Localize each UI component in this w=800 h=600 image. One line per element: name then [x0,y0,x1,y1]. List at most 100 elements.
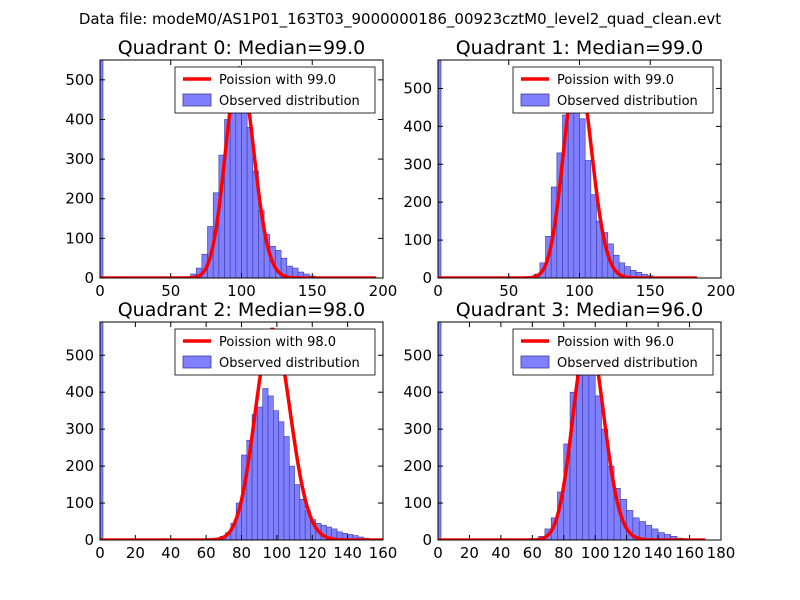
x-tick-label: 0 [95,544,105,562]
x-tick-label: 20 [460,544,479,562]
y-tick-label: 400 [403,383,432,401]
y-tick-label: 300 [65,420,94,438]
y-tick-label: 500 [65,346,94,364]
histogram-bar-zero [438,60,442,278]
y-tick-label: 0 [422,269,432,287]
quadrant-panel-3: 0 20 40 60 80 100 120 140 160 1800100200300400500… [403,299,735,562]
histogram-bar [588,369,596,540]
histogram-bar [267,395,274,540]
poisson-curve [438,67,698,278]
histogram-bar [257,406,264,540]
histogram-bar-zero [100,60,104,278]
x-tick-label: 40 [491,544,510,562]
x-tick-label: 160 [369,544,398,562]
poisson-curve [100,327,383,540]
axes-frame [437,321,722,541]
x-tick-label: 80 [554,544,573,562]
y-tick-label: 500 [65,71,94,89]
legend-label-poisson: Poission with 96.0 [557,335,674,350]
histogram-bar [645,524,653,540]
y-tick-label: 400 [65,110,94,128]
legend-label-observed: Observed distribution [219,356,360,371]
histogram-bar [241,103,248,278]
legend: Poission with 96.0 Observed distribution [512,328,714,376]
x-tick-label: 140 [644,544,673,562]
y-tick-label: 100 [403,231,432,249]
y-tick-label: 400 [403,117,432,135]
figure-suptitle: Data file: modeM0/AS1P01_163T03_90000001… [79,10,721,29]
y-tick-label: 100 [403,494,432,512]
x-tick-label: 160 [675,544,704,562]
x-tick-label: 20 [126,544,145,562]
x-tick-label: 200 [707,282,736,300]
y-tick-label: 300 [403,420,432,438]
panel-title: Quadrant 3: Median=96.0 [456,299,704,321]
histogram-bar [283,436,290,540]
x-tick-label: 120 [612,544,641,562]
x-tick-label: 140 [333,544,362,562]
legend-bar-swatch [182,355,212,369]
y-tick-label: 100 [65,494,94,512]
histogram-bar [584,160,592,278]
legend-bar-swatch [182,93,212,107]
panel-title: Quadrant 0: Median=99.0 [118,37,366,59]
legend-label-observed: Observed distribution [557,356,698,371]
histogram-bar [299,499,306,540]
y-tick-label: 0 [84,269,94,287]
y-tick-label: 0 [84,531,94,549]
y-tick-label: 200 [403,193,432,211]
y-tick-label: 200 [65,190,94,208]
plot-area [438,60,698,278]
histogram-bar [273,410,279,540]
x-tick-label: 100 [565,282,594,300]
quadrant-panel-1: 0 50 100 150 200 0 100 200 300 400 500 Quadrant 1: … [403,37,735,300]
histogram-bar [262,388,269,540]
histogram-bar [590,194,597,278]
x-tick-label: 60 [197,544,216,562]
x-tick-label: 0 [433,282,443,300]
x-tick-label: 200 [369,282,398,300]
legend-label-observed: Observed distribution [219,94,360,109]
legend-bar-swatch [520,93,550,107]
y-tick-label: 300 [65,150,94,168]
x-tick-label: 100 [227,282,256,300]
histogram-bar [278,421,285,540]
panel-title: Quadrant 2: Median=98.0 [118,299,366,321]
legend-label-observed: Observed distribution [557,94,698,109]
y-tick-label: 300 [403,155,432,173]
x-tick-label: 150 [298,282,327,300]
histogram-bar [579,118,586,278]
x-tick-label: 80 [232,544,251,562]
y-tick-label: 500 [403,79,432,97]
plot-area [100,322,383,540]
legend: Poission with 99.0 Observed distribution [174,66,376,114]
y-tick-label: 100 [65,229,94,247]
x-tick-label: 100 [263,544,292,562]
legend: Poission with 99.0 Observed distribution [512,66,714,114]
x-tick-label: 0 [433,544,443,562]
legend-label-poisson: Poission with 98.0 [219,335,336,350]
y-tick-label: 0 [422,531,432,549]
x-tick-label: 0 [95,282,105,300]
histogram-bar [288,465,295,540]
panel-title: Quadrant 1: Median=99.0 [456,37,704,59]
x-tick-label: 40 [161,544,180,562]
y-tick-label: 400 [65,383,94,401]
histogram-bar-zero [100,322,104,540]
y-tick-label: 200 [403,457,432,475]
x-tick-label: 150 [636,282,665,300]
legend: Poission with 98.0 Observed distribution [174,328,376,376]
histogram-bar [294,484,301,540]
x-tick-label: 120 [298,544,327,562]
histogram-bar [594,395,602,540]
histogram-bar-zero [438,322,442,540]
x-tick-label: 50 [499,282,518,300]
x-tick-label: 50 [161,282,180,300]
legend-bar-swatch [520,355,550,369]
quadrant-panel-2: 0 20 40 60 80 100 120 140 160 0 100 200 300 400 500 Qua… [65,299,397,562]
x-tick-label: 60 [523,544,542,562]
x-tick-label: 100 [581,544,610,562]
y-tick-label: 200 [65,457,94,475]
legend-label-poisson: Poission with 99.0 [219,73,336,88]
